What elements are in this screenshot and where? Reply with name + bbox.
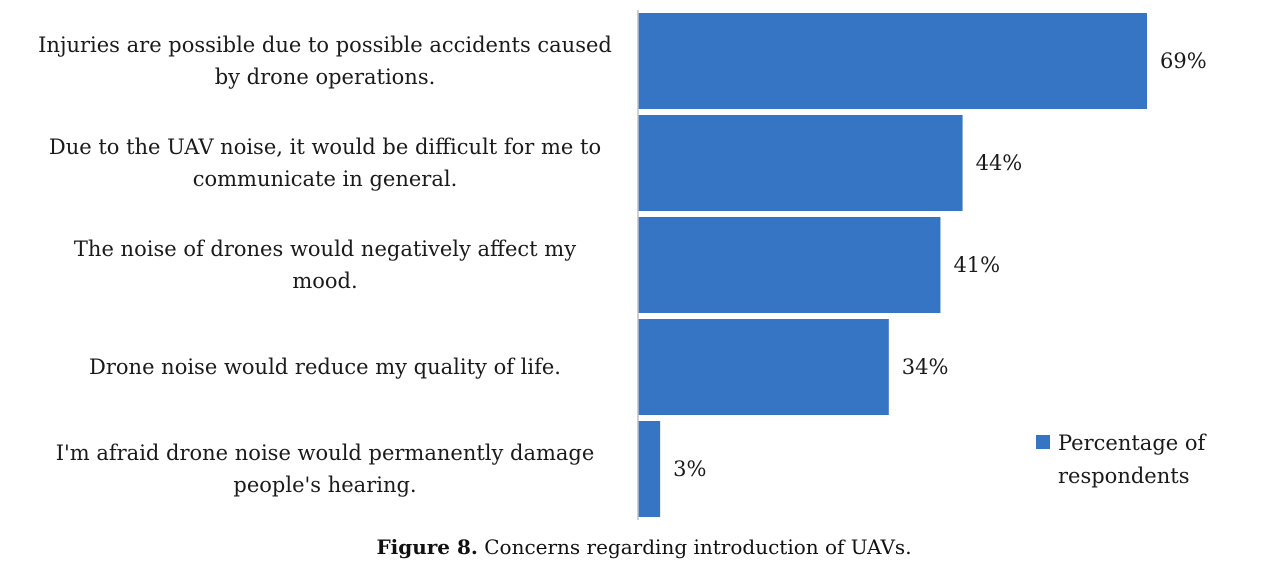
value-label-1: 69% — [1160, 49, 1207, 73]
category-label-3: The noise of drones would negatively aff… — [74, 237, 576, 293]
category-label-1: Injuries are possible due to possible ac… — [38, 33, 612, 89]
legend-swatch — [1036, 435, 1050, 449]
bar-1 — [638, 13, 1147, 109]
value-label-5: 3% — [673, 457, 706, 481]
bar-3 — [638, 217, 941, 313]
caption-text: Concerns regarding introduction of UAVs. — [477, 535, 912, 559]
bar-chart: 69% Injuries are possible due to possible… — [38, 10, 1208, 520]
legend-label: Percentage of respondents — [1058, 431, 1208, 488]
value-label-2: 44% — [976, 151, 1023, 175]
caption-label: Figure 8. — [376, 535, 478, 559]
figure-caption: Figure 8. Concerns regarding introductio… — [0, 535, 1288, 559]
category-label-2: Due to the UAV noise, it would be diffic… — [49, 135, 601, 191]
category-label-5: I'm afraid drone noise would permanently… — [56, 441, 595, 497]
value-label-4: 34% — [902, 355, 949, 379]
category-label-4: Drone noise would reduce my quality of l… — [89, 355, 561, 379]
value-label-3: 41% — [953, 253, 1000, 277]
bar-2 — [638, 115, 963, 211]
bar-4 — [638, 319, 889, 415]
bar-5 — [638, 421, 661, 517]
